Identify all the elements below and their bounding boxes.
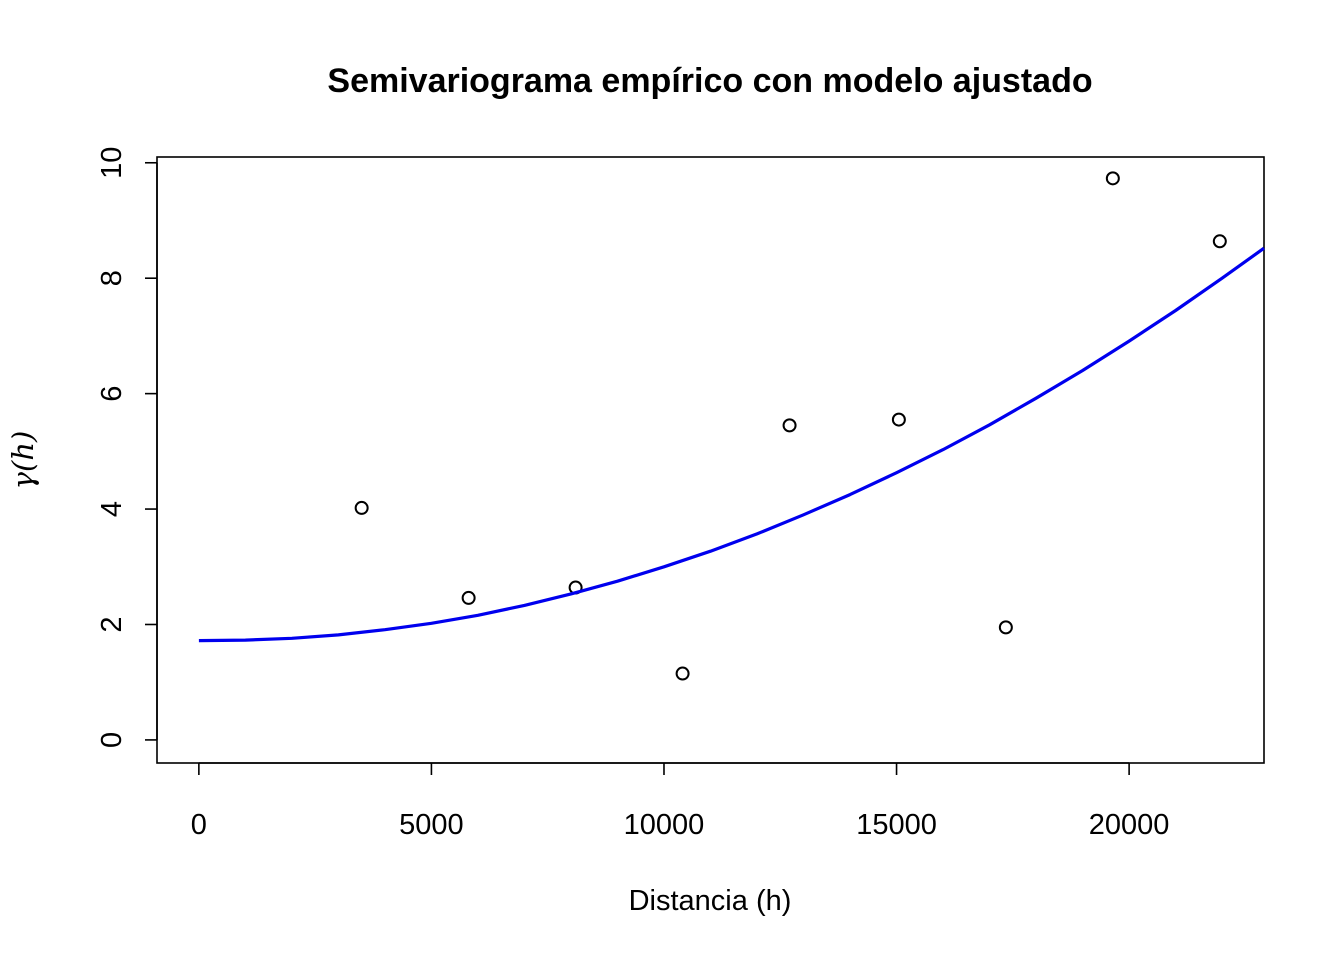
y-axis: 0 2 4 6 8 10 xyxy=(96,147,158,748)
x-tick-label: 10000 xyxy=(624,809,705,841)
fitted-model-line xyxy=(198,246,1265,643)
series-layer xyxy=(198,171,1265,681)
empirical-point xyxy=(998,620,1013,635)
y-tick-label: 2 xyxy=(96,616,128,632)
x-tick-label: 20000 xyxy=(1089,809,1170,841)
y-axis-label: γ(h) xyxy=(6,431,40,490)
empirical-point xyxy=(782,418,797,433)
x-axis-label: Distancia (h) xyxy=(629,885,792,917)
y-tick-label: 8 xyxy=(96,270,128,286)
plot-frame xyxy=(156,156,1265,764)
empirical-point xyxy=(1105,171,1120,186)
empirical-point xyxy=(1212,234,1227,249)
y-tick-label: 4 xyxy=(96,501,128,517)
y-tick-label: 6 xyxy=(96,386,128,402)
empirical-point xyxy=(675,666,690,681)
empirical-point xyxy=(461,590,476,605)
y-tick-label: 0 xyxy=(96,732,128,748)
chart-title: Semivariograma empírico con modelo ajust… xyxy=(327,62,1092,100)
x-axis: 0 5000 10000 15000 20000 xyxy=(191,762,1170,841)
x-tick-label: 15000 xyxy=(856,809,937,841)
empirical-point xyxy=(354,500,369,515)
x-tick-label: 0 xyxy=(191,809,207,841)
empirical-point xyxy=(891,412,906,427)
x-tick-label: 5000 xyxy=(399,809,464,841)
y-tick-label: 10 xyxy=(96,147,128,179)
